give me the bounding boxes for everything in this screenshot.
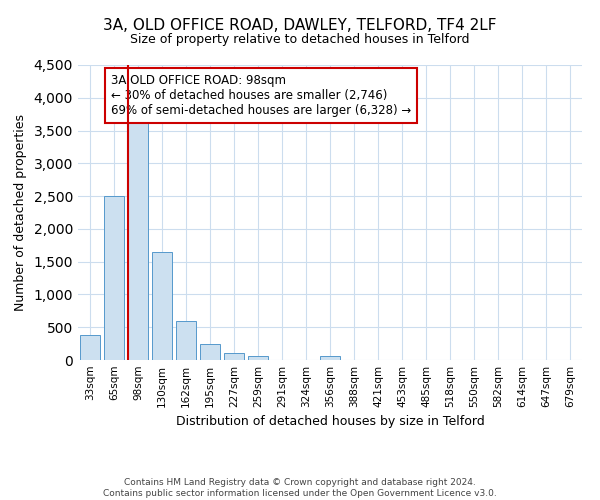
Text: 3A, OLD OFFICE ROAD, DAWLEY, TELFORD, TF4 2LF: 3A, OLD OFFICE ROAD, DAWLEY, TELFORD, TF… (103, 18, 497, 32)
Bar (128, 114, 148, 360)
Text: 3A OLD OFFICE ROAD: 98sqm
← 30% of detached houses are smaller (2,746)
69% of se: 3A OLD OFFICE ROAD: 98sqm ← 30% of detac… (111, 74, 411, 117)
Bar (104, 196, 124, 360)
Text: Size of property relative to detached houses in Telford: Size of property relative to detached ho… (130, 32, 470, 46)
Bar (152, 252, 172, 360)
Text: Contains HM Land Registry data © Crown copyright and database right 2024.
Contai: Contains HM Land Registry data © Crown c… (103, 478, 497, 498)
X-axis label: Distribution of detached houses by size in Telford: Distribution of detached houses by size … (176, 416, 484, 428)
Y-axis label: Number of detached properties: Number of detached properties (14, 114, 26, 311)
Bar (80, 335, 100, 360)
Bar (248, 356, 268, 360)
Bar (200, 344, 220, 360)
Bar (176, 320, 196, 360)
Bar (320, 356, 340, 360)
Bar (224, 354, 244, 360)
